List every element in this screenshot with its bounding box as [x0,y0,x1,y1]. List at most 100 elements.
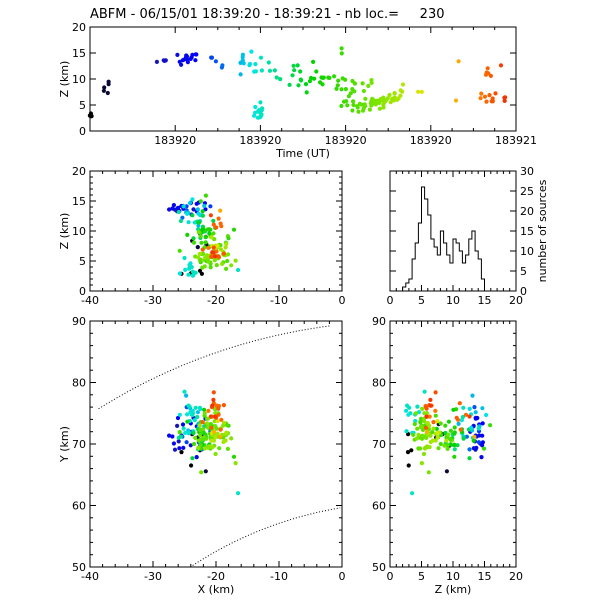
plot-frame [89,170,343,292]
source-point [304,90,309,95]
source-point [213,59,218,64]
source-point [446,419,451,424]
source-point [175,52,180,58]
histogram-outline [390,186,516,292]
source-point [424,429,429,434]
y-tick-label: 15 [520,225,534,238]
source-point [203,240,208,245]
y-tick-label: 10 [72,73,86,86]
source-point [442,443,447,448]
y-tick-label: 70 [72,438,86,451]
source-point [478,96,483,101]
source-point [219,65,224,70]
source-point [183,55,189,60]
source-point [404,429,409,434]
source-point [253,62,258,67]
source-point [197,405,203,410]
source-point [479,91,484,96]
source-point [181,445,186,450]
source-point [240,52,245,57]
source-point [186,220,191,225]
source-point [225,446,230,451]
source-point [209,425,214,430]
source-point [410,491,415,496]
xz-points [167,193,241,278]
source-point [186,272,191,277]
source-point [200,247,205,252]
source-point [298,69,303,74]
source-point [184,393,189,398]
y-tick-label: 5 [79,99,86,112]
source-point [226,236,231,241]
source-point [238,72,243,77]
source-point [187,264,192,270]
source-point [467,406,472,411]
source-point [154,59,159,64]
source-point [181,204,186,209]
y-axis-label: Y (km) [58,426,71,463]
source-point [196,211,201,216]
zy-points [404,389,493,496]
source-point [405,403,410,408]
source-point [409,448,414,453]
source-point [180,215,185,220]
source-point [215,419,220,424]
source-point [200,437,205,442]
x-tick-label: -20 [207,570,225,583]
source-point [221,251,226,256]
source-point [377,106,382,111]
source-point [219,224,224,229]
source-point [319,75,324,80]
x-tick-label: 183920 [325,134,367,147]
source-point [210,403,215,408]
source-point [480,406,485,411]
source-point [194,455,199,460]
source-point [484,412,489,418]
source-point [175,423,180,428]
source-point [460,414,465,420]
source-point [448,437,453,442]
source-point [428,403,433,408]
source-point [356,109,361,114]
plot-frame [389,170,517,292]
source-point [170,434,175,439]
source-point [240,58,245,63]
source-point [345,103,350,108]
source-point [178,434,183,439]
source-point [471,446,476,451]
source-point [340,76,345,81]
source-point [198,234,203,239]
source-point [206,259,211,264]
source-point [200,213,205,218]
y-axis-label: Z (km) [58,61,71,98]
source-point [218,247,224,252]
source-point [295,63,300,68]
source-point [185,60,190,65]
source-point [453,98,459,103]
source-point [209,235,214,240]
source-point [206,408,211,413]
source-point [369,103,374,108]
source-point [247,61,253,67]
source-point [190,52,195,58]
y-tick-label: 15 [72,47,86,60]
x-tick-label: 5 [418,570,425,583]
source-point [185,419,190,424]
source-point [176,439,181,444]
source-point [182,389,187,394]
source-point [481,446,487,451]
source-point [309,75,314,81]
source-point [343,87,348,92]
source-point [231,454,237,459]
source-point [346,94,351,99]
source-point [463,412,469,417]
source-point [236,491,241,496]
source-point [218,434,223,439]
source-point [214,225,219,230]
source-point [433,413,438,418]
source-point [446,432,451,437]
source-point [426,470,431,475]
source-point [208,204,213,209]
source-point [177,59,182,64]
source-point [196,438,201,443]
